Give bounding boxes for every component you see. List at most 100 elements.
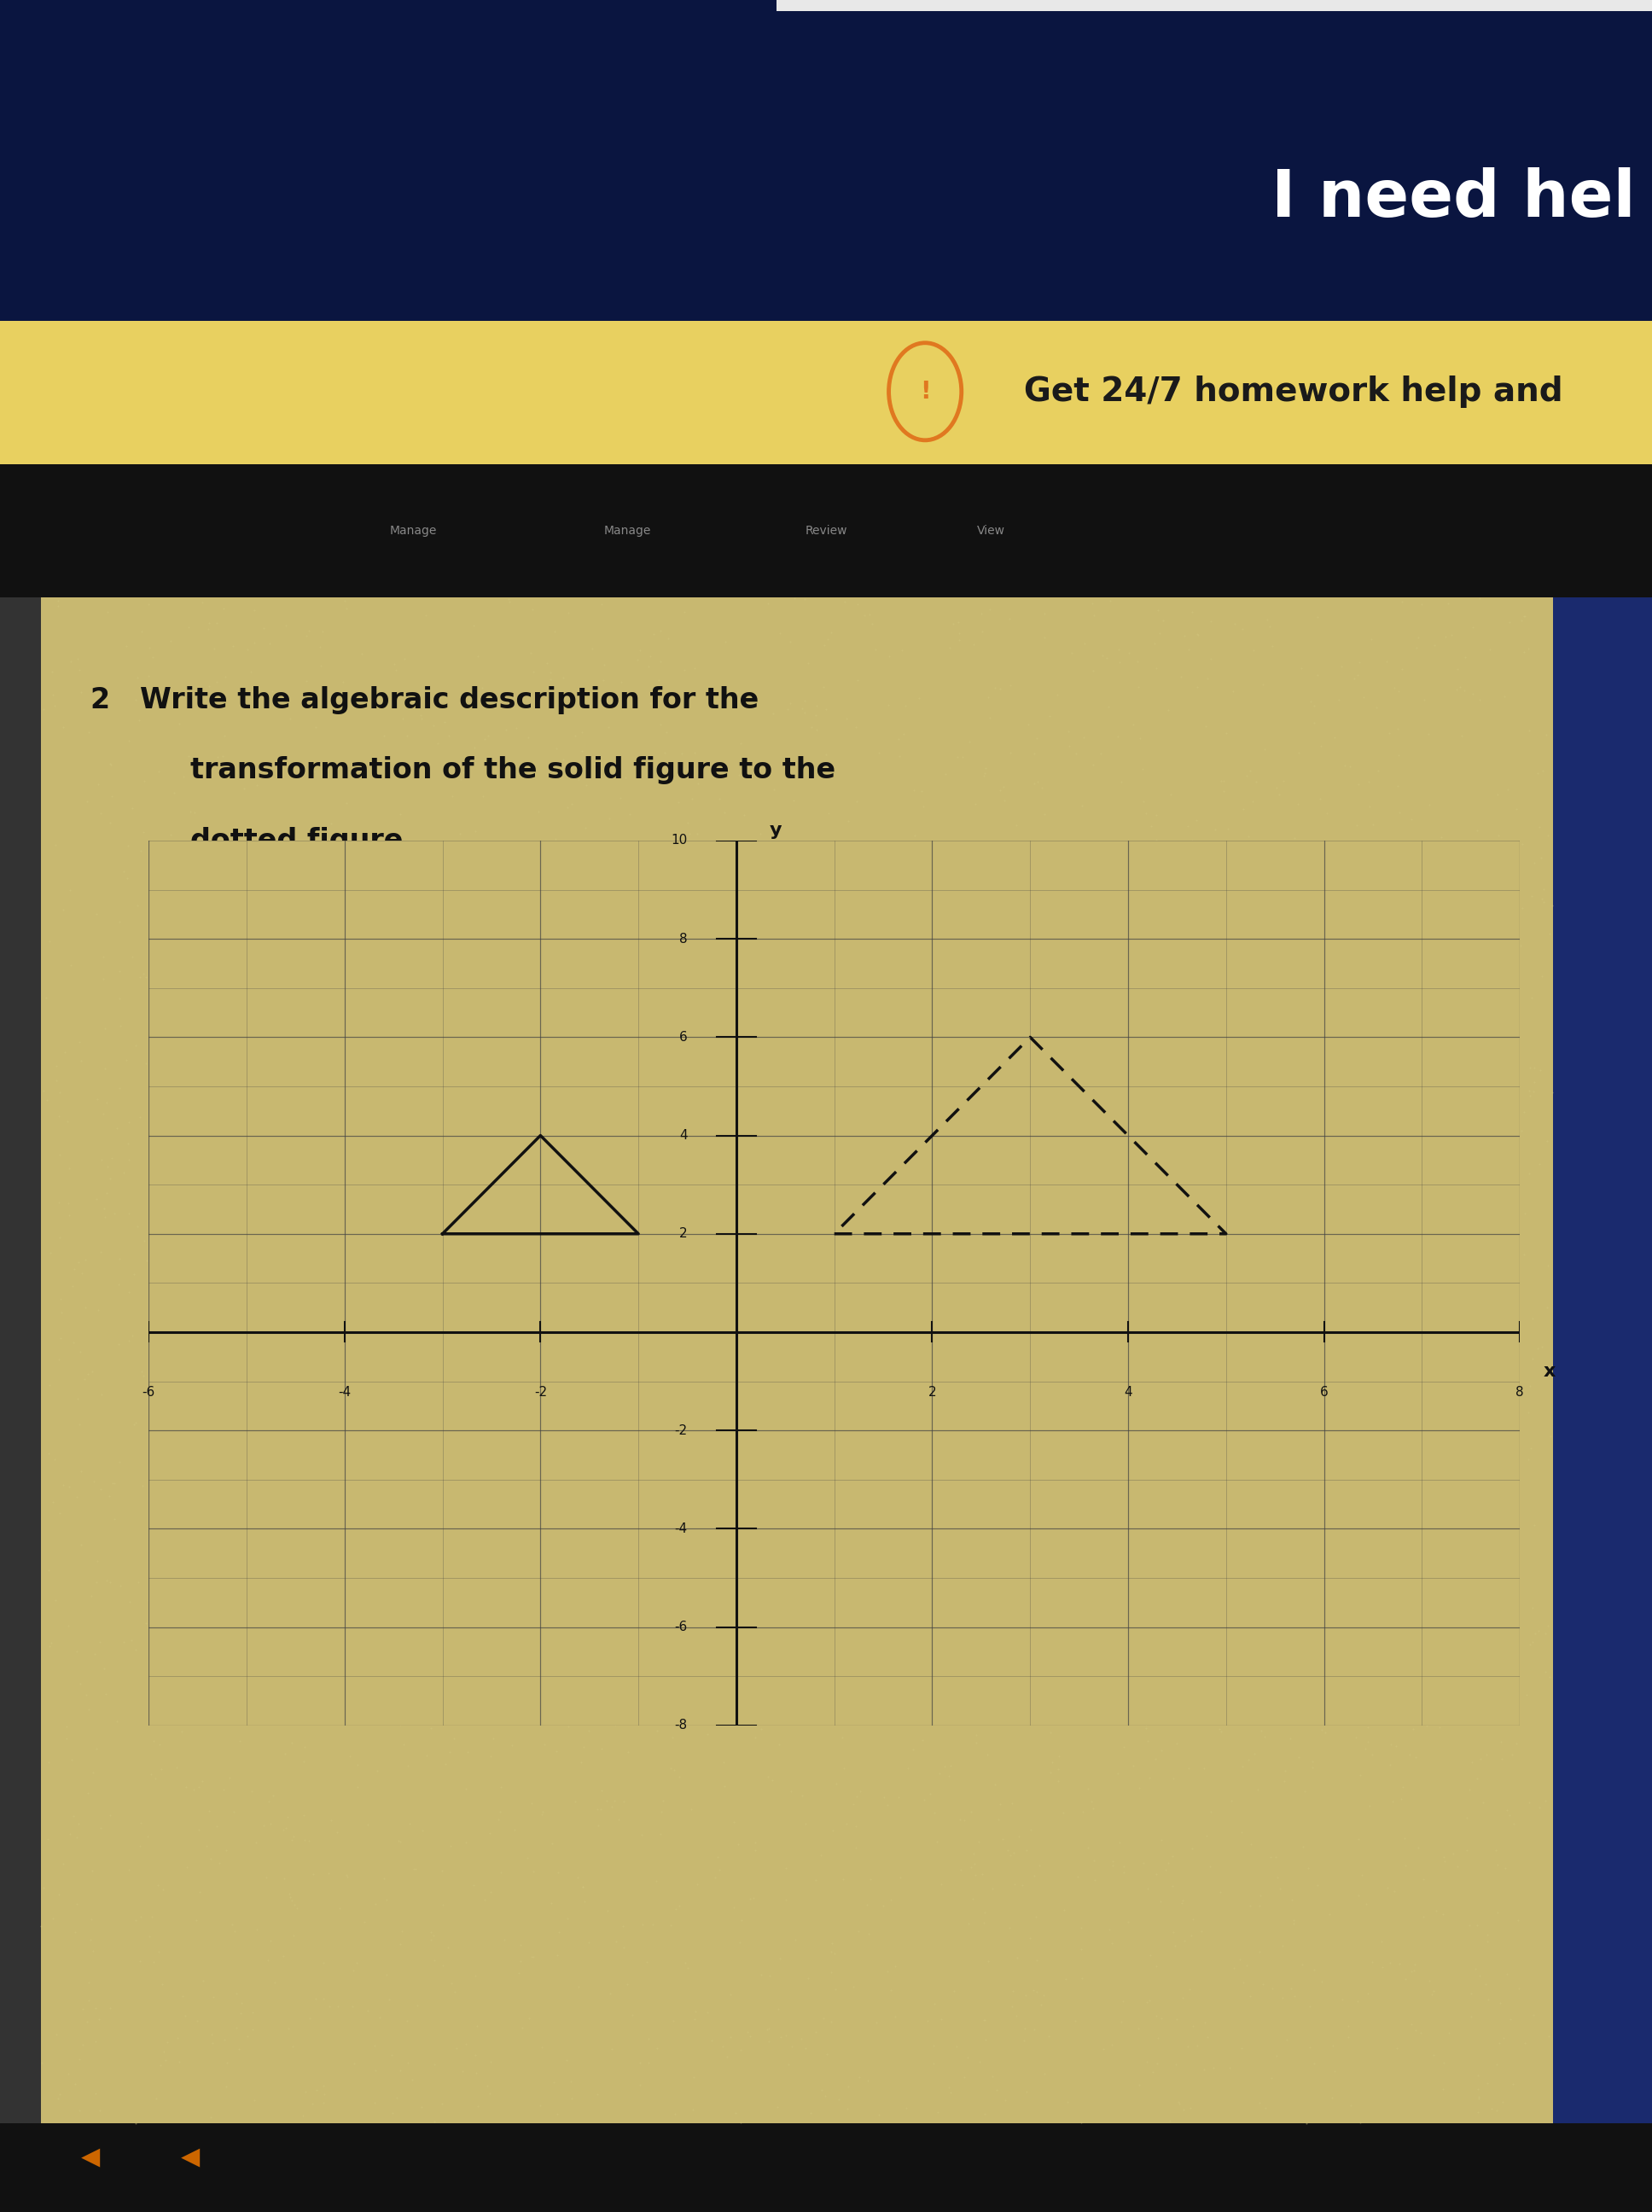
Point: [416, 1674, 443, 1710]
Point: [1460, 1175, 1487, 1210]
Point: [694, 1155, 720, 1190]
Point: [1444, 672, 1470, 708]
Point: [616, 978, 643, 1013]
Point: [849, 880, 876, 916]
Point: [1229, 1641, 1256, 1677]
Point: [1108, 900, 1135, 936]
Point: [302, 1515, 329, 1551]
Point: [1521, 845, 1548, 880]
Point: [132, 1606, 159, 1641]
Point: [268, 1234, 294, 1270]
Point: [715, 1683, 742, 1719]
Point: [1454, 984, 1480, 1020]
Point: [1031, 796, 1057, 832]
Point: [1414, 1595, 1441, 1630]
Point: [261, 1964, 287, 2000]
Point: [1019, 896, 1046, 931]
Point: [1272, 1754, 1298, 1790]
Point: [1502, 1524, 1528, 1559]
Point: [1175, 633, 1201, 668]
Point: [1279, 1882, 1305, 1918]
Point: [534, 1051, 560, 1086]
Point: [164, 1750, 190, 1785]
Point: [1417, 1197, 1444, 1232]
Point: [819, 1814, 846, 1849]
Point: [1444, 650, 1470, 686]
Point: [451, 883, 477, 918]
Point: [1208, 1506, 1234, 1542]
Point: [1180, 1239, 1206, 1274]
Point: [524, 1394, 550, 1429]
Point: [709, 1077, 735, 1113]
Point: [755, 1701, 781, 1736]
Point: [1199, 1506, 1226, 1542]
Point: [1006, 1310, 1032, 1345]
Point: [808, 1838, 834, 1874]
Point: [307, 630, 334, 666]
Point: [552, 1369, 578, 1405]
Point: [514, 1840, 540, 1876]
Point: [216, 1343, 243, 1378]
Point: [122, 1902, 149, 1938]
Point: [281, 1237, 307, 1272]
Point: [932, 757, 958, 792]
Point: [1178, 823, 1204, 858]
Point: [106, 1071, 132, 1106]
Point: [866, 880, 892, 916]
Point: [1171, 617, 1198, 653]
Point: [468, 909, 494, 945]
Point: [188, 1462, 215, 1498]
Point: [1142, 626, 1168, 661]
Point: [486, 1803, 512, 1838]
Point: [1089, 1597, 1115, 1632]
Point: [1421, 1973, 1447, 2008]
Point: [243, 1579, 269, 1615]
Point: [907, 1086, 933, 1121]
Point: [831, 1480, 857, 1515]
Point: [798, 2095, 824, 2130]
Point: [1113, 1471, 1140, 1506]
Point: [1178, 1606, 1204, 1641]
Point: [937, 630, 963, 666]
Point: [446, 936, 472, 971]
Point: [1265, 776, 1292, 812]
Point: [302, 1157, 329, 1192]
Point: [380, 1042, 406, 1077]
Point: [1031, 619, 1057, 655]
Point: [542, 841, 568, 876]
Point: [337, 1084, 363, 1119]
Point: [615, 1966, 641, 2002]
Point: [66, 1407, 93, 1442]
Point: [780, 783, 806, 818]
Point: [94, 1150, 121, 1186]
Point: [238, 1692, 264, 1728]
Point: [866, 1287, 892, 1323]
Point: [657, 1533, 684, 1568]
Point: [729, 1099, 755, 1135]
Point: [88, 1471, 114, 1506]
Point: [914, 2004, 940, 2039]
Point: [1341, 834, 1368, 869]
Point: [334, 591, 360, 626]
Point: [251, 1807, 278, 1843]
Point: [357, 1429, 383, 1464]
Point: [1297, 684, 1323, 719]
Point: [226, 2031, 253, 2066]
Point: [567, 1155, 593, 1190]
Point: [1193, 951, 1219, 987]
Point: [1013, 2075, 1039, 2110]
Point: [681, 2059, 707, 2095]
Point: [1184, 1276, 1211, 1312]
Point: [933, 1409, 960, 1444]
Point: [671, 1305, 697, 1340]
Point: [775, 1272, 801, 1307]
Point: [1498, 1425, 1525, 1460]
Point: [725, 1259, 752, 1294]
Point: [717, 1595, 743, 1630]
Point: [1394, 920, 1421, 956]
Point: [51, 1035, 78, 1071]
Point: [1403, 1431, 1429, 1467]
Point: [686, 1418, 712, 1453]
Point: [354, 1471, 380, 1506]
Point: [273, 1736, 299, 1772]
